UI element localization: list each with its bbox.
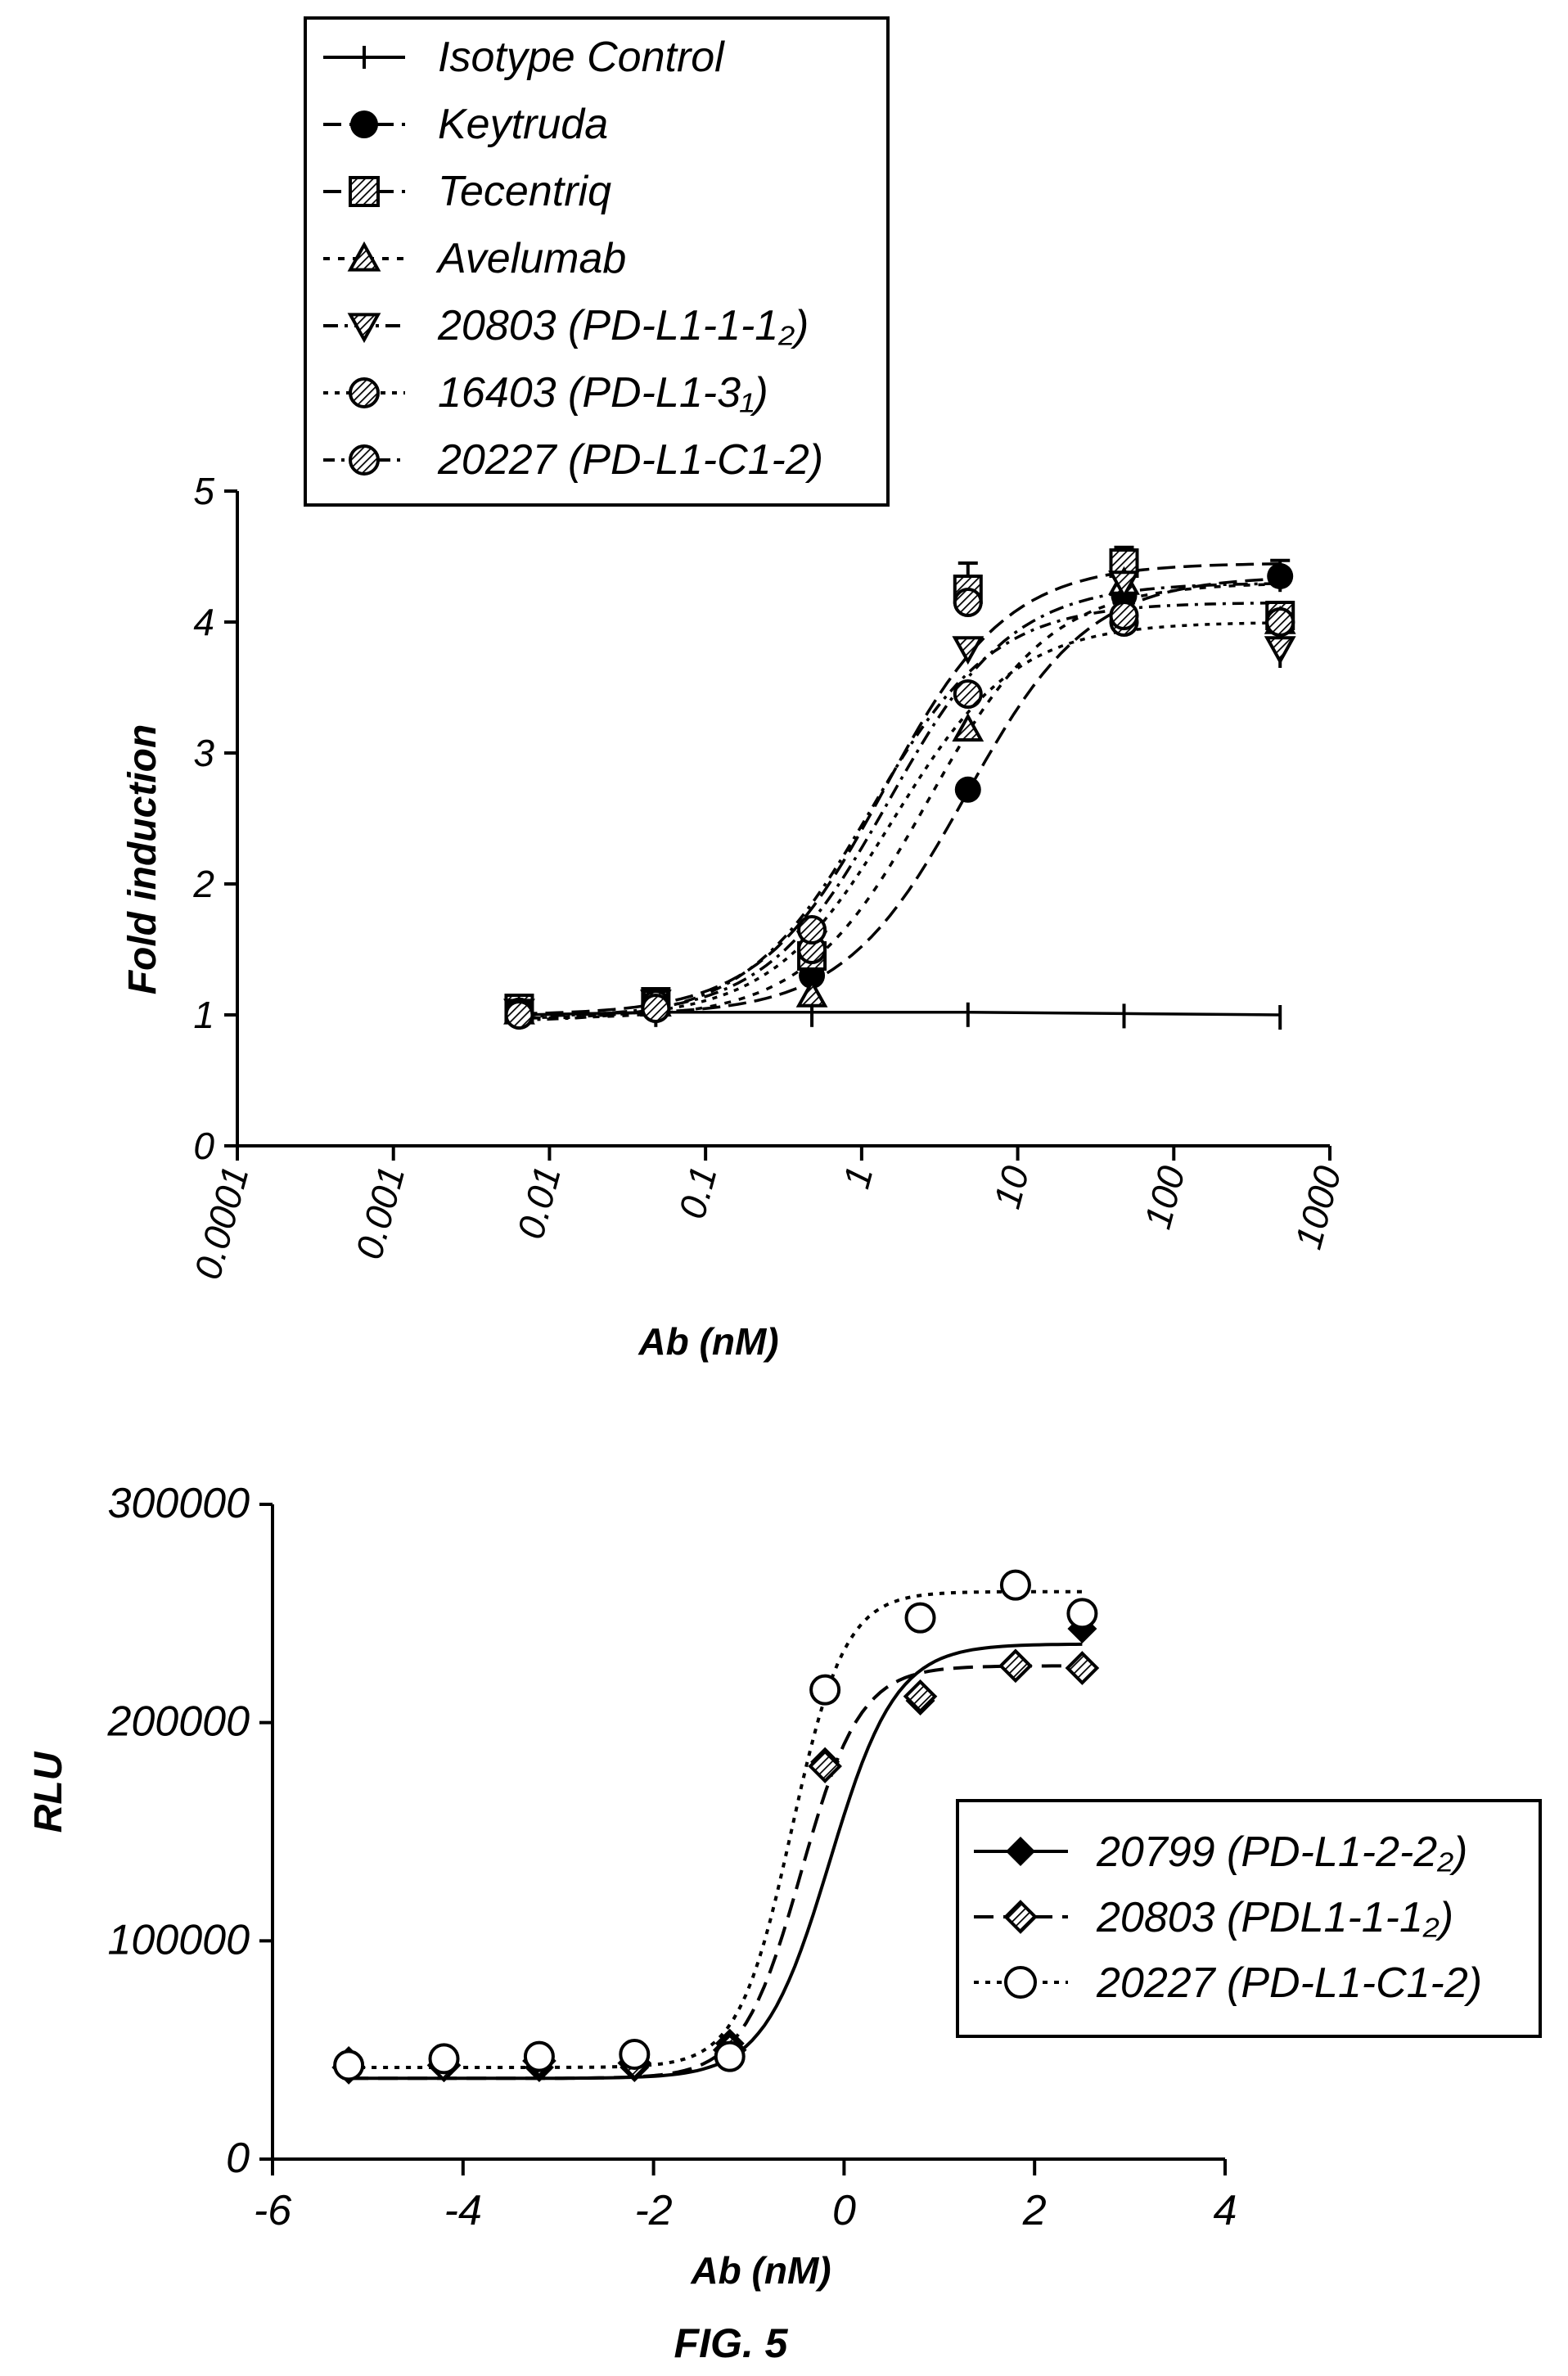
- top-point-circle-filled: [954, 776, 981, 803]
- top-point-circle-hatched2: [1265, 607, 1295, 637]
- bottom-point-circle-open: [714, 2040, 746, 2072]
- bottom-point-circle-open: [333, 2049, 365, 2081]
- top-curve-3: [519, 583, 1281, 1020]
- top-point-triangle-down: [1108, 570, 1140, 600]
- bottom-x-tick-label: 0: [832, 2187, 856, 2234]
- top-x-tick-label: 10: [985, 1161, 1038, 1213]
- bottom-x-tick-label: -4: [444, 2187, 482, 2234]
- bottom-x-tick-label: 4: [1214, 2187, 1237, 2234]
- bottom-y-tick-label: 0: [226, 2135, 250, 2182]
- legend-marker: [1006, 1837, 1035, 1866]
- top-chart-x-axis-label: Ab (nM): [638, 1320, 778, 1363]
- top-y-tick-label: 2: [192, 863, 214, 905]
- top-point-triangle-down: [952, 636, 985, 665]
- bottom-point-diamond-hatched: [1065, 1651, 1100, 1685]
- top-x-tick-label: 1: [835, 1161, 881, 1193]
- top-x-tick-label: 1000: [1286, 1161, 1349, 1254]
- bottom-x-tick-label: 2: [1022, 2187, 1047, 2234]
- bottom-point-diamond-hatched: [808, 1749, 842, 1783]
- top-x-tick-label: 100: [1136, 1161, 1193, 1233]
- top-curve-6: [519, 601, 1281, 1022]
- legend-marker: [347, 313, 381, 344]
- legend-marker: [1003, 1900, 1038, 1934]
- rlu-chart: -6 -4 -2 0 2 4 0 100000 200000 300000 Ab (nM) RL…: [27, 1480, 1542, 2292]
- top-point-circle-hatched2: [504, 1000, 534, 1030]
- bottom-y-tick-label: 300000: [107, 1480, 250, 1527]
- top-point-circle-hatched2: [641, 994, 671, 1023]
- legend-label: 20799 (PD-L1-2-2₂): [1096, 1828, 1467, 1876]
- bottom-y-tick-label: 100000: [107, 1916, 250, 1963]
- top-point-triangle-down: [1264, 636, 1296, 665]
- legend-marker: [347, 241, 381, 272]
- legend-label: Keytruda: [438, 101, 608, 148]
- top-curve-4: [519, 582, 1281, 1018]
- legend-marker: [349, 444, 380, 476]
- legend-label: Avelumab: [435, 235, 626, 282]
- legend-label: 20803 (PD-L1-1-1₂): [437, 302, 809, 349]
- top-chart-legend: Isotype Control Keytruda Tecentriq Avelumab…: [304, 16, 890, 507]
- legend-marker: [350, 110, 378, 138]
- legend-label: Isotype Control: [438, 34, 725, 81]
- legend-label: 16403 (PD-L1-3₁): [438, 369, 768, 417]
- top-curve-2: [519, 562, 1281, 1016]
- bottom-chart-x-axis-label: Ab (nM): [690, 2249, 831, 2292]
- bottom-point-circle-open: [428, 2043, 460, 2075]
- top-y-tick-label: 4: [193, 601, 214, 643]
- legend-marker: [349, 176, 380, 207]
- top-point-circle-filled: [1267, 563, 1294, 589]
- top-x-tick-label: 0.001: [347, 1161, 412, 1264]
- legend-label: 20227 (PD-L1-C1-2): [1096, 1959, 1482, 2007]
- top-y-tick-label: 0: [193, 1125, 214, 1167]
- legend-marker: [349, 377, 380, 408]
- bottom-chart-legend: 20799 (PD-L1-2-2₂) 20803 (PDL1-1-1₂) 20227…: [956, 1799, 1542, 2038]
- bottom-point-diamond-hatched: [998, 1648, 1033, 1684]
- legend-label: 20803 (PDL1-1-1₂): [1096, 1894, 1453, 1941]
- bottom-x-tick-label: -6: [254, 2187, 291, 2234]
- top-curve-1: [519, 577, 1281, 1017]
- top-y-tick-label: 1: [193, 994, 214, 1036]
- top-y-tick-label: 5: [193, 470, 214, 512]
- bottom-point-circle-open: [999, 1569, 1031, 1601]
- top-x-tick-label: 0.0001: [186, 1161, 257, 1283]
- top-point-triangle-up-dotted: [795, 978, 828, 1008]
- top-chart-y-axis-label: Fold induction: [121, 724, 164, 995]
- top-x-tick-label: 0.1: [670, 1161, 725, 1223]
- legend-label: 20227 (PD-L1-C1-2): [437, 436, 823, 484]
- top-point-circle-hatched2: [1109, 601, 1139, 630]
- fold-induction-chart: 0.0001 0.001 0.01 0.1 1 10 100 1000 0 1 2 3 4 5 Ab (…: [121, 16, 1349, 1363]
- figure-label: FIG. 5: [674, 2320, 789, 2366]
- top-x-tick-label: 0.01: [509, 1161, 569, 1243]
- bottom-y-tick-label: 200000: [106, 1698, 250, 1746]
- bottom-point-circle-open: [1066, 1598, 1098, 1630]
- top-point-circle-hatched2: [797, 915, 827, 945]
- top-y-tick-label: 3: [193, 732, 214, 774]
- top-point-triangle-up-dotted: [952, 713, 985, 742]
- legend-marker: [1004, 1966, 1037, 1999]
- legend-label: Tecentriq: [438, 168, 611, 215]
- bottom-point-circle-open: [619, 2039, 651, 2070]
- bottom-point-diamond-hatched: [903, 1679, 938, 1714]
- bottom-point-circle-open: [904, 1602, 936, 1634]
- bottom-chart-y-axis-label: RLU: [27, 1751, 70, 1833]
- top-point-circle-hatched2: [953, 588, 983, 617]
- bottom-x-tick-label: -2: [634, 2187, 672, 2234]
- top-curve-5: [519, 621, 1281, 1020]
- bottom-point-circle-open: [523, 2040, 555, 2072]
- top-point-circle-hatched: [953, 679, 983, 709]
- bottom-point-circle-open: [809, 1674, 841, 1706]
